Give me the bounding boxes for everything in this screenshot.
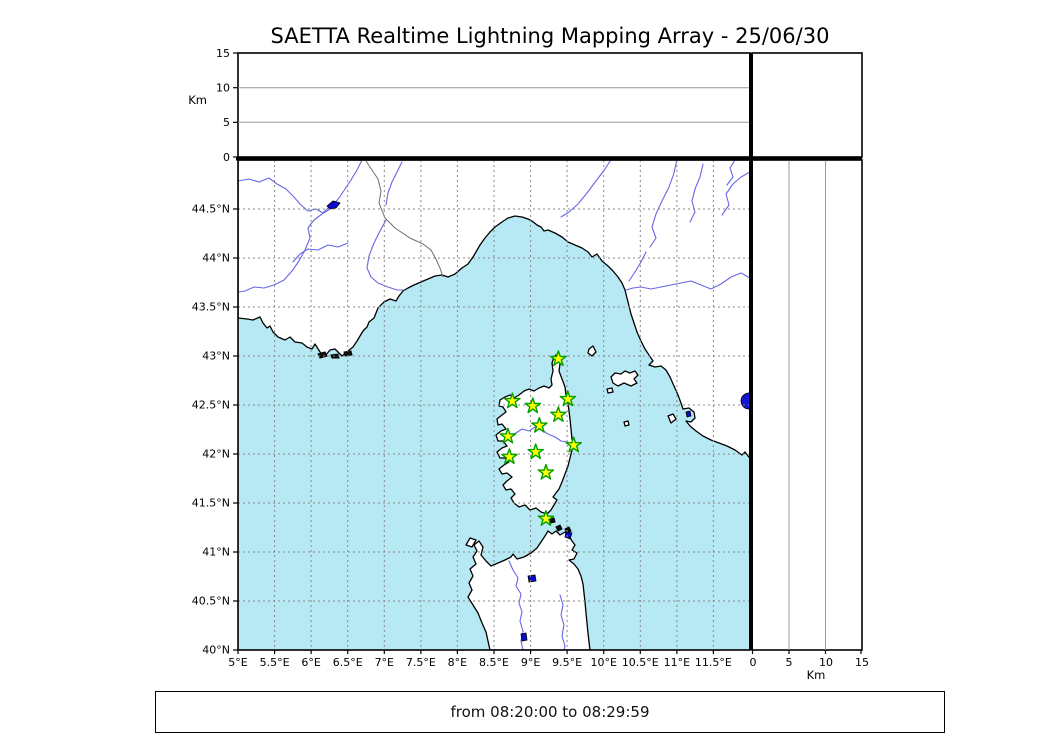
lon-tick-label: 7.5°E — [406, 656, 436, 669]
station-star-marker — [527, 443, 544, 460]
lat-tick-label: 41°N — [202, 546, 230, 559]
lon-tick-label: 9°E — [521, 656, 540, 669]
sardinia-coastline — [467, 530, 591, 650]
lon-tick-label: 11.5°E — [695, 656, 732, 669]
station-star-marker — [531, 416, 548, 433]
lon-tick-label: 5°E — [228, 656, 247, 669]
lon-tick-label: 8.5°E — [479, 656, 509, 669]
lat-tick-label: 41.5°N — [192, 497, 230, 510]
lon-tick-label: 11°E — [664, 656, 690, 669]
lon-tick-label: 9.5°E — [552, 656, 582, 669]
station-star-marker — [501, 448, 518, 465]
stations-layer — [499, 350, 582, 526]
right-tick-label: 15 — [855, 656, 869, 669]
altitude-tick-label: 10 — [216, 82, 230, 95]
lon-tick-label: 6.5°E — [333, 656, 363, 669]
time-range-text: from 08:20:00 to 08:29:59 — [450, 703, 650, 721]
station-star-marker — [565, 436, 582, 453]
lat-tick-label: 40.5°N — [192, 595, 230, 608]
station-star-marker — [550, 350, 567, 367]
river — [689, 163, 704, 223]
lon-tick-label: 10.5°E — [622, 656, 659, 669]
lavezzi-island — [549, 517, 556, 524]
map-axis-labels: 5°E 5.5°E 6°E 6.5°E 7°E 7.5°E 8°E 8.5°E … — [192, 203, 732, 670]
lat-tick-label: 43.5°N — [192, 301, 230, 314]
altitude-tick-label: 5 — [223, 116, 230, 129]
river — [649, 160, 678, 248]
lake-liscia — [564, 531, 573, 540]
lat-tick-label: 43°N — [202, 350, 230, 363]
giglio-island — [667, 413, 677, 424]
lon-tick-label: 6°E — [301, 656, 320, 669]
station-star-marker — [537, 463, 555, 480]
montecristo-island — [623, 420, 630, 427]
asinara-island — [465, 537, 477, 548]
altitude-axis-unit-label: Km — [188, 93, 207, 107]
right-tick-label: 0 — [750, 656, 757, 669]
lat-tick-label: 44.5°N — [192, 203, 230, 216]
histogram-panel-frame — [751, 52, 863, 158]
river — [560, 160, 612, 218]
river — [726, 160, 736, 186]
lake-omodeo — [520, 632, 528, 642]
river — [559, 594, 566, 650]
river — [625, 272, 750, 291]
lakes — [326, 200, 750, 642]
station-star-marker — [504, 392, 521, 409]
country-border — [365, 160, 444, 278]
lon-tick-label: 10°E — [590, 656, 616, 669]
histogram-panel — [751, 52, 863, 158]
station-star-marker — [524, 397, 542, 414]
altitude-panel-frame — [237, 52, 751, 158]
right-panel-frame — [751, 159, 863, 651]
lon-tick-label: 7°E — [375, 656, 394, 669]
time-range-box: from 08:20:00 to 08:29:59 — [155, 691, 945, 733]
right-axis-unit-label: Km — [807, 668, 826, 682]
hyeres-island — [343, 350, 353, 357]
islands — [317, 345, 677, 548]
altitude-latitude-panel: 0 5 10 15 Km — [750, 159, 869, 682]
station-star-marker — [499, 427, 517, 444]
river — [238, 177, 330, 214]
altitude-tick-label: 15 — [216, 47, 230, 60]
river — [385, 161, 403, 206]
right-tick-label: 5 — [786, 656, 793, 669]
lat-tick-label: 42°N — [202, 448, 230, 461]
lat-tick-label: 40°N — [202, 644, 230, 657]
river — [292, 242, 349, 263]
lat-tick-label: 44°N — [202, 252, 230, 265]
station-star-marker — [550, 406, 567, 422]
page-title: SAETTA Realtime Lightning Mapping Array … — [270, 24, 830, 48]
station-star-marker — [559, 390, 577, 407]
figure-canvas: 0 5 10 15 Km 0 5 10 15 Km — [188, 47, 869, 682]
river — [238, 208, 331, 293]
mainland-coastline — [238, 160, 750, 459]
lat-tick-label: 42.5°N — [192, 399, 230, 412]
lon-tick-label: 5.5°E — [260, 656, 290, 669]
river — [366, 219, 405, 291]
altitude-longitude-panel: 0 5 10 15 Km — [188, 47, 751, 164]
elba-island — [610, 370, 639, 387]
map-panel — [238, 160, 750, 650]
lon-tick-label: 8°E — [448, 656, 467, 669]
altitude-tick-label: 0 — [223, 151, 230, 164]
capraia-island — [587, 345, 597, 357]
river — [333, 160, 363, 205]
lake-coghinas — [527, 574, 537, 583]
right-tick-label: 10 — [819, 656, 833, 669]
station-star-marker — [537, 510, 555, 526]
river — [628, 251, 647, 282]
longitude-ticks — [237, 650, 715, 654]
maddalena-island — [555, 524, 563, 532]
pianosa-island — [606, 387, 614, 394]
latitude-ticks — [233, 208, 238, 651]
lagoon-orbetello — [685, 410, 692, 418]
river — [721, 171, 750, 216]
